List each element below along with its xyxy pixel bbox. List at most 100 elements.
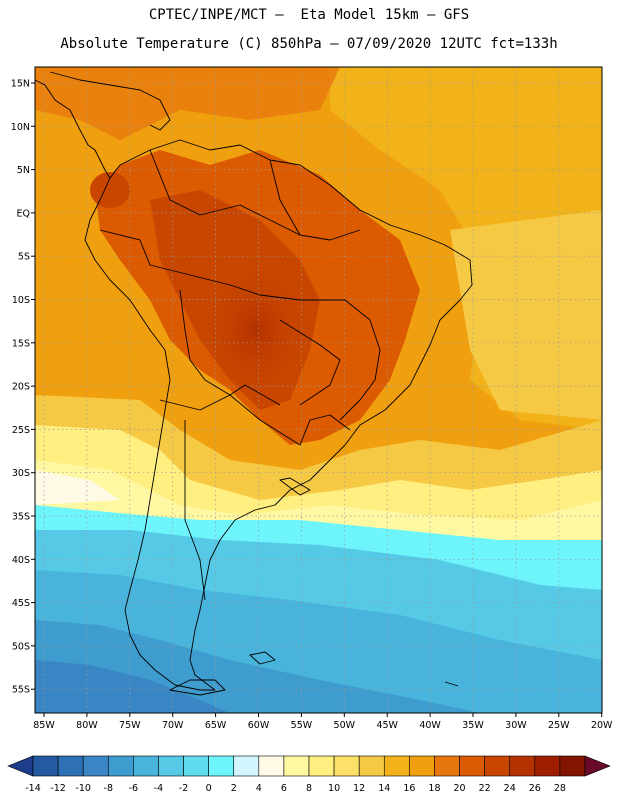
border-peru-brazil xyxy=(99,229,261,296)
lat-label: 5N xyxy=(17,165,30,176)
axis-ticks xyxy=(31,82,603,717)
colorbar-arrow-left xyxy=(7,755,34,777)
colorbar-swatch xyxy=(208,755,235,777)
colorbar-label: 10 xyxy=(328,783,340,794)
longitude-labels: 85W 80W 75W 70W 65W 60W 55W 50W 45W 40W 35W 30W 25W 2… xyxy=(33,720,613,731)
colorbar-label: 14 xyxy=(378,783,390,794)
lat-label: 40S xyxy=(12,555,30,566)
colorbar-label: -4 xyxy=(154,783,163,794)
colorbar-swatch xyxy=(32,755,59,777)
title-line-2: Absolute Temperature (C) 850hPa – 07/09/… xyxy=(60,36,558,52)
colorbar-swatch xyxy=(409,755,435,777)
colorbar-swatch xyxy=(509,755,536,777)
rio-de-la-plata xyxy=(279,477,311,496)
lat-label: 55S xyxy=(12,685,30,696)
colorbar-swatch xyxy=(258,755,285,777)
colorbar-label: 0 xyxy=(206,783,212,794)
lon-label: 25W xyxy=(548,720,570,731)
lon-label: 80W xyxy=(76,720,98,731)
colorbar-label: 12 xyxy=(353,783,365,794)
colorbar-label: 8 xyxy=(306,783,312,794)
colorbar-swatch xyxy=(233,755,260,777)
lat-label: 50S xyxy=(12,641,30,652)
lat-label: 25S xyxy=(12,425,30,436)
colorbar-label: 6 xyxy=(281,783,287,794)
colorbar-label: -14 xyxy=(25,783,41,794)
colorbar-label: 28 xyxy=(554,783,566,794)
coastlines xyxy=(35,71,473,696)
lon-label: 40W xyxy=(419,720,441,731)
colorbar-label: 20 xyxy=(453,783,465,794)
colorbar-swatch xyxy=(534,755,561,777)
colorbar-swatch xyxy=(158,755,184,777)
colorbar-label: 24 xyxy=(504,783,516,794)
south-georgia xyxy=(444,681,459,687)
border-paraguay xyxy=(159,394,301,446)
colorbar-swatch xyxy=(107,755,134,777)
falklands xyxy=(249,651,276,665)
caribbean-coast xyxy=(49,71,171,131)
lon-label: 55W xyxy=(291,720,313,731)
lon-label: 60W xyxy=(248,720,270,731)
cold-band-5 xyxy=(35,660,230,713)
colorbar-swatch xyxy=(82,755,109,777)
colorbar-swatch xyxy=(283,755,310,777)
lat-label: 10N xyxy=(11,122,30,133)
lat-label: 15S xyxy=(12,338,30,349)
colorbar-swatch xyxy=(383,755,410,777)
map-frame xyxy=(34,66,603,714)
white-patch xyxy=(35,470,120,505)
hot-core xyxy=(200,260,310,400)
lat-label: 45S xyxy=(12,598,30,609)
border-uruguay xyxy=(299,414,351,446)
colorbar-label: 4 xyxy=(256,783,262,794)
colorbar-labels: -14 -12 -10 -8 -6 -4 -2 0 2 4 6 8 10 12 14 16 18 20 22 24 26… xyxy=(25,783,566,794)
lat-label: 35S xyxy=(12,512,30,523)
latitude-labels: 15N 10N 5N EQ 5S 10S 15S 20S 25S 30S 35S 40S 45S 50S 5… xyxy=(11,79,30,696)
colorbar-label: 2 xyxy=(231,783,237,794)
atlantic-yellow-band xyxy=(450,210,602,420)
lat-label: 10S xyxy=(12,295,30,306)
colorbar-label: -12 xyxy=(50,783,66,794)
colorbar-label: 26 xyxy=(529,783,541,794)
colorbar-swatch xyxy=(308,755,335,777)
lon-label: 85W xyxy=(33,720,55,731)
colorbar-swatch xyxy=(358,755,385,777)
lon-label: 30W xyxy=(505,720,527,731)
border-guianas xyxy=(269,159,361,241)
colorbar-label: -8 xyxy=(104,783,113,794)
tierra-del-fuego xyxy=(169,679,226,696)
lat-lon-grid xyxy=(35,67,602,713)
border-bolivia xyxy=(179,289,281,406)
colorbar-swatch xyxy=(459,755,485,777)
lat-label: 15N xyxy=(11,79,30,90)
colorbar-label: 16 xyxy=(403,783,415,794)
colorbar-swatch xyxy=(333,755,360,777)
colorbar-label: -10 xyxy=(75,783,91,794)
colorbar-label: 18 xyxy=(428,783,440,794)
lon-label: 45W xyxy=(376,720,398,731)
border-chile-argentina xyxy=(184,420,206,601)
border-north xyxy=(149,149,301,236)
lat-label: 30S xyxy=(12,468,30,479)
colorbar-swatch xyxy=(57,755,84,777)
lon-label: 75W xyxy=(119,720,141,731)
lon-label: 65W xyxy=(205,720,227,731)
title-line-1: CPTEC/INPE/MCT – Eta Model 15km – GFS xyxy=(148,7,470,23)
border-brazil-states xyxy=(259,294,381,421)
colorbar-label: -6 xyxy=(129,783,138,794)
colorbar xyxy=(7,755,611,777)
colorbar-swatch xyxy=(183,755,209,777)
south-america-coast xyxy=(84,139,473,691)
colorbar-swatch xyxy=(484,755,511,777)
colorbar-label: 22 xyxy=(479,783,491,794)
lon-label: 70W xyxy=(162,720,184,731)
colorbar-label: -2 xyxy=(179,783,188,794)
lon-label: 20W xyxy=(591,720,613,731)
colorbar-swatch xyxy=(559,755,586,777)
colorbar-swatch xyxy=(434,755,460,777)
central-america-coast xyxy=(35,79,111,179)
colorbar-swatch xyxy=(133,755,159,777)
colorbar-arrow-right xyxy=(584,755,611,777)
